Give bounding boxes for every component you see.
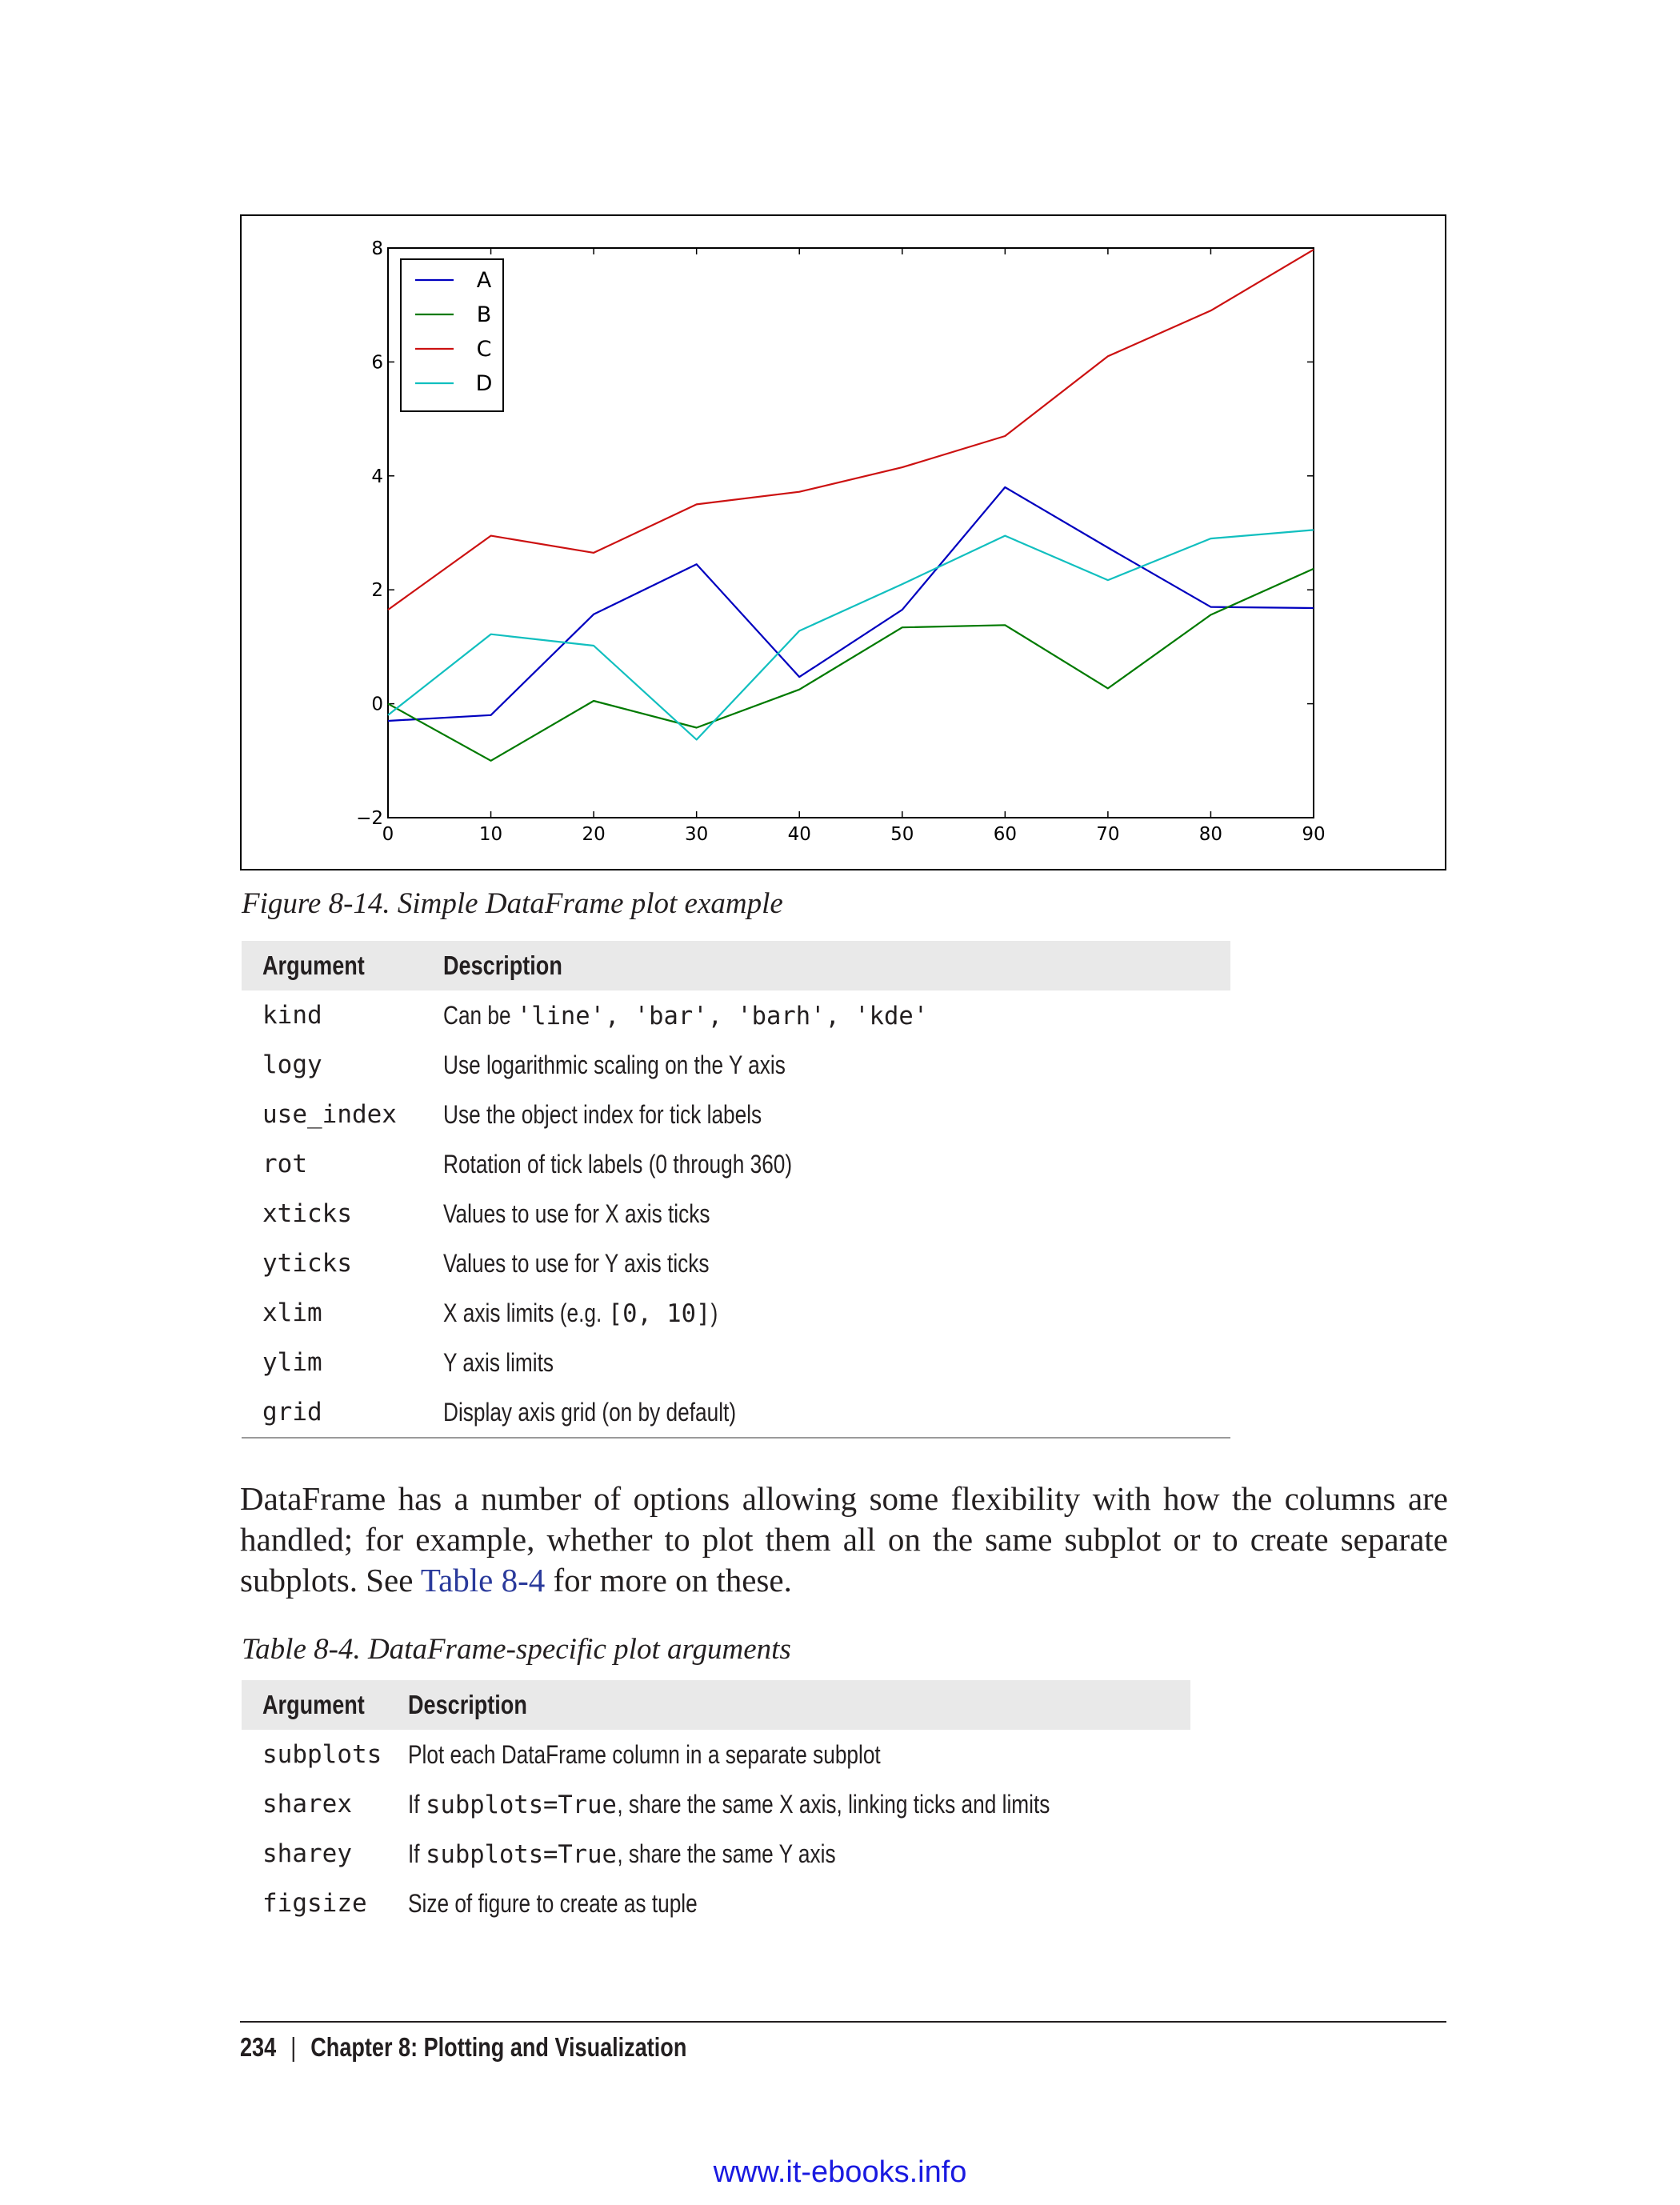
y-tick-label: 0	[371, 694, 383, 715]
footer-rule	[240, 2021, 1446, 2023]
table-header-row: Argument Description	[242, 941, 1230, 990]
table-row: yticks Values to use for Y axis ticks	[242, 1239, 1230, 1288]
page-footer: 234 | Chapter 8: Plotting and Visualizatio…	[240, 2032, 785, 2063]
table-row: xticks Values to use for X axis ticks	[242, 1189, 1230, 1239]
x-tick-label: 0	[382, 824, 394, 845]
argument-cell: kind	[262, 1001, 322, 1030]
dataframe-arguments-table: Argument Description subplots Plot each D…	[242, 1680, 1191, 1928]
series-line-d	[387, 529, 1314, 741]
y-tick-label: 4	[371, 466, 383, 487]
legend-label-a: A	[477, 268, 492, 293]
x-tick-label: 50	[890, 824, 914, 845]
column-header-argument: Argument	[242, 1680, 387, 1730]
table-caption: Table 8-4. DataFrame-specific plot argum…	[242, 1633, 791, 1666]
x-tick-label: 10	[479, 824, 502, 845]
y-tick-label: 2	[371, 580, 383, 601]
legend-box	[400, 258, 504, 412]
table-row: figsize Size of figure to create as tuple	[242, 1879, 1190, 1928]
argument-cell: sharey	[262, 1839, 352, 1868]
y-tick-label: −2	[356, 808, 383, 829]
column-header-argument: Argument	[242, 941, 422, 990]
argument-cell: logy	[262, 1050, 322, 1079]
figure-frame: 0 10 20 30 40 50 60 70 80 90 −2 0 2 4 6 8 A B C D	[240, 214, 1446, 870]
description-cell: Y axis limits	[443, 1347, 554, 1377]
x-tick-label: 60	[994, 824, 1017, 845]
column-header-description: Description	[386, 1680, 1191, 1730]
table-row: grid Display axis grid (on by default)	[242, 1387, 1230, 1439]
table-reference-link[interactable]: Table 8-4	[420, 1562, 546, 1599]
column-header-description: Description	[422, 941, 1230, 990]
table-row: ylim Y axis limits	[242, 1338, 1230, 1387]
plot-arguments-table: Argument Description kind Can be 'line', …	[242, 941, 1230, 1439]
table-row: sharey If subplots=True, share the same Y…	[242, 1829, 1190, 1879]
legend-label-b: B	[477, 302, 492, 327]
argument-cell: sharex	[262, 1790, 352, 1819]
legend-label-d: D	[476, 371, 493, 396]
argument-cell: subplots	[262, 1740, 382, 1769]
description-cell: Can be 'line', 'bar', 'barh', 'kde'	[443, 1000, 929, 1030]
table-header-row: Argument Description	[242, 1680, 1191, 1730]
x-tick-label: 20	[582, 824, 605, 845]
x-tick-label: 30	[685, 824, 708, 845]
argument-cell: xticks	[262, 1199, 352, 1228]
description-cell: Plot each DataFrame column in a separate…	[407, 1739, 881, 1769]
argument-cell: yticks	[262, 1249, 352, 1278]
table-row: use_index Use the object index for tick l…	[242, 1090, 1230, 1139]
paragraph-text: DataFrame has a number of options allowi…	[240, 1480, 1448, 1599]
body-paragraph: DataFrame has a number of options allowi…	[240, 1479, 1448, 1601]
description-cell: X axis limits (e.g. [0, 10])	[443, 1298, 718, 1328]
series-line-c	[387, 249, 1314, 610]
table-row: sharex If subplots=True, share the same X…	[242, 1779, 1190, 1829]
chapter-title: Chapter 8: Plotting and Visualization	[310, 2032, 687, 2062]
y-tick-label: 6	[371, 352, 383, 373]
argument-cell: rot	[262, 1150, 307, 1179]
series-line-a	[387, 486, 1314, 722]
footer-separator: |	[290, 2032, 297, 2062]
x-tick-label: 90	[1302, 824, 1325, 845]
argument-cell: ylim	[262, 1348, 322, 1377]
y-tick-label: 8	[371, 238, 383, 259]
table-row: logy Use logarithmic scaling on the Y axi…	[242, 1040, 1230, 1090]
description-cell: Size of figure to create as tuple	[407, 1888, 698, 1918]
x-tick-label: 40	[788, 824, 811, 845]
description-cell: Values to use for X axis ticks	[443, 1199, 710, 1228]
argument-cell: xlim	[262, 1299, 322, 1327]
description-cell: If subplots=True, share the same Y axis	[407, 1839, 836, 1869]
series-line-b	[387, 567, 1314, 762]
description-cell: Rotation of tick labels (0 through 360)	[443, 1149, 793, 1179]
page-number: 234	[240, 2032, 277, 2062]
table-row: xlim X axis limits (e.g. [0, 10])	[242, 1288, 1230, 1338]
figure-caption: Figure 8-14. Simple DataFrame plot examp…	[242, 887, 783, 920]
argument-cell: figsize	[262, 1889, 367, 1918]
legend-label-c: C	[477, 337, 492, 362]
argument-cell: grid	[242, 1387, 422, 1439]
description-cell: Use the object index for tick labels	[443, 1099, 762, 1129]
paragraph-text-end: for more on these.	[545, 1562, 792, 1599]
table-row: rot Rotation of tick labels (0 through 36…	[242, 1139, 1230, 1189]
argument-cell: use_index	[262, 1100, 397, 1129]
x-tick-label: 80	[1199, 824, 1222, 845]
description-cell: Use logarithmic scaling on the Y axis	[443, 1050, 786, 1079]
description-cell: If subplots=True, share the same X axis,…	[407, 1789, 1050, 1819]
description-cell: Display axis grid (on by default)	[422, 1387, 1230, 1439]
table-row: kind Can be 'line', 'bar', 'barh', 'kde'	[242, 990, 1230, 1040]
x-tick-label: 70	[1096, 824, 1119, 845]
watermark-link[interactable]: www.it-ebooks.info	[713, 2155, 967, 2189]
table-row: subplots Plot each DataFrame column in a …	[242, 1730, 1190, 1779]
description-cell: Values to use for Y axis ticks	[443, 1248, 710, 1278]
plot-area-frame	[387, 247, 1314, 818]
